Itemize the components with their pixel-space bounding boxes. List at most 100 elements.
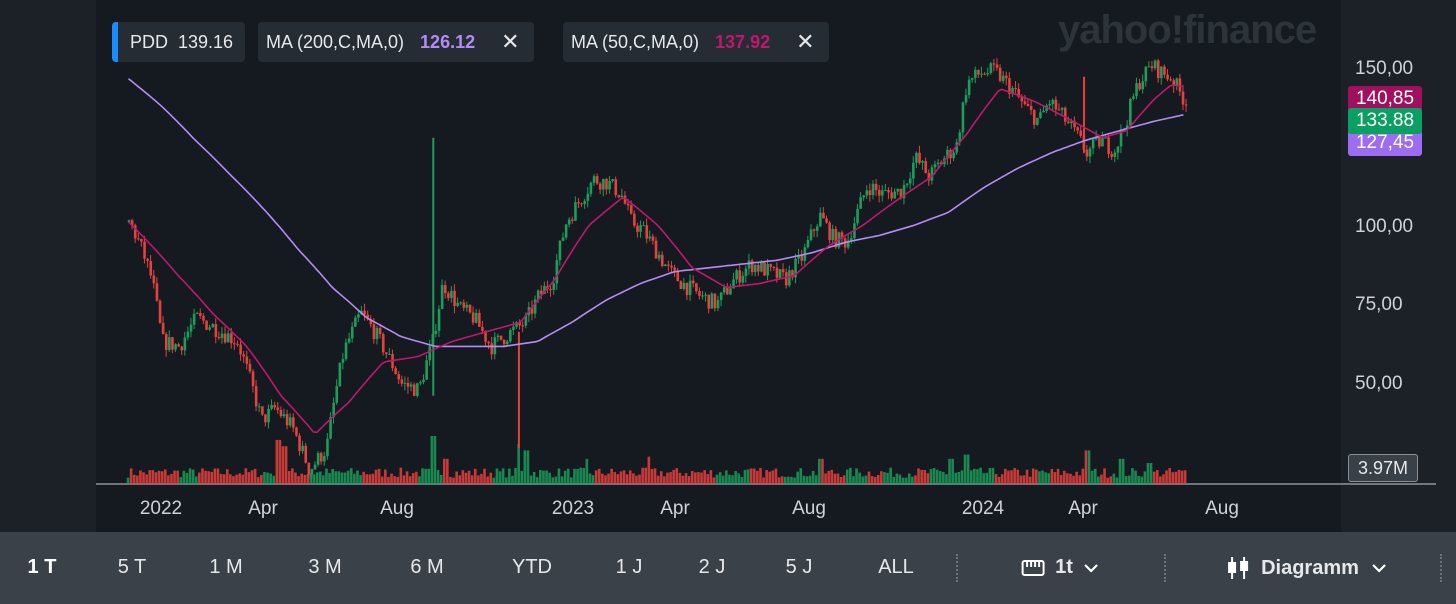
candle-body xyxy=(363,310,366,315)
volume-bar xyxy=(889,467,892,484)
volume-bar xyxy=(957,471,961,484)
volume-bar xyxy=(170,473,173,484)
candle-body xyxy=(983,73,986,75)
candle-body xyxy=(251,371,255,387)
candle-body xyxy=(326,438,329,457)
volume-bar xyxy=(1183,470,1187,484)
volume-bar xyxy=(1087,450,1091,484)
volume-bar xyxy=(210,471,214,484)
volume-bar xyxy=(880,471,883,484)
remove-ma200-close-icon[interactable]: ✕ xyxy=(501,29,520,54)
volume-bar xyxy=(932,467,936,484)
volume-bar xyxy=(1069,473,1072,484)
price-chart[interactable] xyxy=(0,0,1456,532)
range-button-5j[interactable]: 5 J xyxy=(785,556,813,578)
volume-bar xyxy=(408,476,412,484)
volume-bar xyxy=(787,476,790,484)
legend-ma200[interactable]: MA (200,C,MA,0) 126.12 ✕ xyxy=(258,22,534,62)
candle-body xyxy=(450,290,453,299)
candle-body xyxy=(1048,104,1052,106)
volume-bar xyxy=(641,467,644,484)
volume-bar xyxy=(892,476,896,484)
volume-bar xyxy=(207,471,210,484)
volume-bar xyxy=(759,468,762,484)
volume-bar xyxy=(591,475,595,484)
volume-bar xyxy=(511,475,514,484)
volume-bar xyxy=(1162,474,1165,484)
volume-bar xyxy=(827,470,830,484)
candle-body xyxy=(757,264,760,272)
range-button-2j[interactable]: 2 J xyxy=(698,556,726,578)
candle-body xyxy=(338,362,342,387)
remove-ma50-close-icon[interactable]: ✕ xyxy=(796,29,815,54)
candle-body xyxy=(412,384,416,396)
range-button-6m[interactable]: 6 M xyxy=(410,556,444,578)
candle-body xyxy=(1163,66,1166,75)
chart-type-dropdown[interactable]: Diagramm xyxy=(1225,556,1387,580)
volume-bar xyxy=(278,439,282,484)
candle-body xyxy=(1063,107,1067,122)
volume-bar xyxy=(132,474,136,484)
volume-bar xyxy=(830,469,834,484)
candle-body xyxy=(915,152,918,163)
volume-bar xyxy=(954,472,958,484)
candle-body xyxy=(335,386,339,403)
volume-bar xyxy=(337,471,341,484)
volume-bar xyxy=(374,469,378,484)
legend-ma50[interactable]: MA (50,C,MA,0) 137.92 ✕ xyxy=(563,22,829,62)
candle-body xyxy=(571,219,574,221)
chart-area[interactable]: yahoo!finance PDD 139.16 MA (200,C,MA,0)… xyxy=(0,0,1456,532)
volume-bar xyxy=(870,475,874,484)
volume-bar xyxy=(294,472,297,484)
volume-bar xyxy=(601,473,604,484)
candle-body xyxy=(505,341,509,345)
candle-body xyxy=(161,322,165,335)
volume-bar xyxy=(560,476,564,484)
volume-bar xyxy=(405,471,409,484)
legend-ticker[interactable]: PDD 139.16 xyxy=(112,22,246,62)
toolbar-separator xyxy=(1440,554,1442,582)
volume-bar xyxy=(1028,476,1032,484)
candle-body xyxy=(533,299,537,314)
candle-body xyxy=(143,241,146,259)
candle-body xyxy=(769,264,773,267)
volume-bar xyxy=(424,468,427,484)
volume-bar xyxy=(467,470,471,484)
interval-dropdown[interactable]: 1t xyxy=(1021,556,1099,579)
volume-bar xyxy=(136,475,139,484)
volume-bar xyxy=(771,470,775,484)
candle-body xyxy=(614,179,618,196)
candle-body xyxy=(967,79,971,96)
range-button-1t[interactable]: 1 T xyxy=(27,556,57,578)
volume-bar xyxy=(737,473,741,484)
volume-bar xyxy=(1007,470,1010,484)
volume-bar xyxy=(1137,475,1140,484)
candle-body xyxy=(239,344,242,355)
ruler-icon xyxy=(1021,559,1045,576)
volume-bar xyxy=(917,468,920,484)
volume-bar xyxy=(489,472,493,484)
candle-body xyxy=(1153,60,1157,69)
volume-bar xyxy=(402,475,406,484)
candle-body xyxy=(828,222,831,241)
range-button-1j[interactable]: 1 J xyxy=(615,556,643,578)
candle-body xyxy=(530,307,534,314)
candle-body xyxy=(1125,125,1129,130)
candle-body xyxy=(902,184,906,199)
candlesticks[interactable] xyxy=(127,58,1188,479)
x-tick-label: Aug xyxy=(380,498,414,519)
range-button-3m[interactable]: 3 M xyxy=(308,556,342,578)
volume-bar xyxy=(979,467,982,484)
range-button-1m[interactable]: 1 M xyxy=(209,556,243,578)
candle-body xyxy=(1160,66,1163,79)
range-button-5t[interactable]: 5 T xyxy=(117,556,147,578)
candle-body xyxy=(760,262,763,272)
volume-bar xyxy=(343,472,347,484)
volume-bar xyxy=(334,471,338,484)
range-button-ytd[interactable]: YTD xyxy=(512,556,552,578)
volume-bar xyxy=(508,468,511,484)
volume-bar xyxy=(461,470,465,484)
candle-body xyxy=(1104,137,1107,139)
range-button-all[interactable]: ALL xyxy=(878,556,914,578)
candle-body xyxy=(208,327,211,330)
